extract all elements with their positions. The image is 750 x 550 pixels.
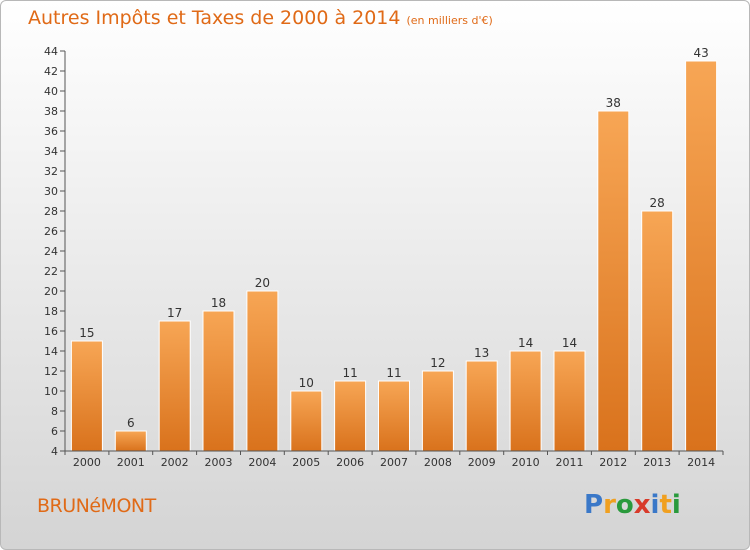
bar-2012 [597,110,630,452]
y-tick-label-16: 16 [44,325,58,338]
bar-2002 [158,320,191,452]
brand-letter: t [659,490,672,520]
y-tick-label-14: 14 [44,345,58,358]
bar-2006 [334,380,367,452]
bar-2008 [421,370,454,452]
bar-2014 [685,60,718,452]
bar-2011 [553,350,586,452]
x-tick-label-2003: 2003 [205,456,233,469]
chart-subtitle: (en milliers d'€) [406,14,493,27]
x-tick-label-2004: 2004 [248,456,276,469]
x-tick-label-2007: 2007 [380,456,408,469]
x-tick-label-2006: 2006 [336,456,364,469]
y-tick-label-18: 18 [44,305,58,318]
value-label-2004: 20 [255,276,270,290]
value-label-2009: 13 [474,346,489,360]
x-tick-label-2008: 2008 [424,456,452,469]
y-tick-label-28: 28 [44,205,58,218]
brand-logo: Proxiti [584,490,681,520]
bar-2004 [246,290,279,452]
y-tick-label-44: 44 [44,45,58,58]
y-tick-label-6: 6 [51,425,58,438]
y-tick-label-32: 32 [44,165,58,178]
x-tick-label-2005: 2005 [292,456,320,469]
chart-title: Autres Impôts et Taxes de 2000 à 2014 (en… [28,7,493,29]
x-tick-label-2000: 2000 [73,456,101,469]
bar-2010 [509,350,542,452]
x-tick-label-2009: 2009 [468,456,496,469]
y-tick-label-26: 26 [44,225,58,238]
bar-2003 [202,310,235,452]
bar-2001 [114,430,147,452]
brand-letter: x [633,490,651,520]
value-label-2002: 17 [167,306,182,320]
value-label-2011: 14 [562,336,577,350]
bar-2005 [290,390,323,452]
brand-letter: P [584,490,604,520]
y-tick-label-20: 20 [44,285,58,298]
value-label-2013: 28 [650,196,665,210]
y-tick-label-30: 30 [44,185,58,198]
x-tick-label-2001: 2001 [117,456,145,469]
commune-name: BRUNéMONT [37,495,156,517]
value-label-2003: 18 [211,296,226,310]
axes-layer: 2000 2001 2002 2003 2004 2005 2006 2007 2008 2009… [44,45,724,469]
value-label-2008: 12 [430,356,445,370]
x-tick-label-2011: 2011 [556,456,584,469]
y-tick-label-40: 40 [44,85,58,98]
value-label-2014: 43 [693,46,708,60]
y-tick-label-36: 36 [44,125,58,138]
bars-layer: 15 6 17 18 20 10 11 11 12 13 14 14 38 28 43 [70,46,718,452]
value-label-2006: 11 [342,366,357,380]
brand-letter: i [650,490,660,520]
bar-2013 [641,210,674,452]
y-tick-label-22: 22 [44,265,58,278]
value-label-2010: 14 [518,336,533,350]
brand-letter: i [671,490,681,520]
y-tick-label-38: 38 [44,105,58,118]
value-label-2007: 11 [386,366,401,380]
x-tick-label-2012: 2012 [599,456,627,469]
y-tick-label-12: 12 [44,365,58,378]
x-tick-label-2010: 2010 [512,456,540,469]
y-tick-label-10: 10 [44,385,58,398]
chart-title-text: Autres Impôts et Taxes de 2000 à 2014 [28,7,401,29]
value-label-2012: 38 [606,96,621,110]
bar-2000 [70,340,103,452]
value-label-2001: 6 [127,416,135,430]
bar-2007 [378,380,410,452]
x-tick-label-2002: 2002 [161,456,189,469]
value-label-2000: 15 [79,326,94,340]
brand-letter: r [603,490,616,520]
x-tick-label-2013: 2013 [643,456,671,469]
y-tick-label-42: 42 [44,65,58,78]
y-tick-label-4: 4 [51,445,58,458]
brand-letter: o [615,490,634,520]
x-tick-label-2014: 2014 [687,456,715,469]
value-label-2005: 10 [299,376,314,390]
bar-2009 [465,360,498,452]
y-tick-label-24: 24 [44,245,58,258]
y-tick-label-8: 8 [51,405,58,418]
y-tick-label-34: 34 [44,145,58,158]
